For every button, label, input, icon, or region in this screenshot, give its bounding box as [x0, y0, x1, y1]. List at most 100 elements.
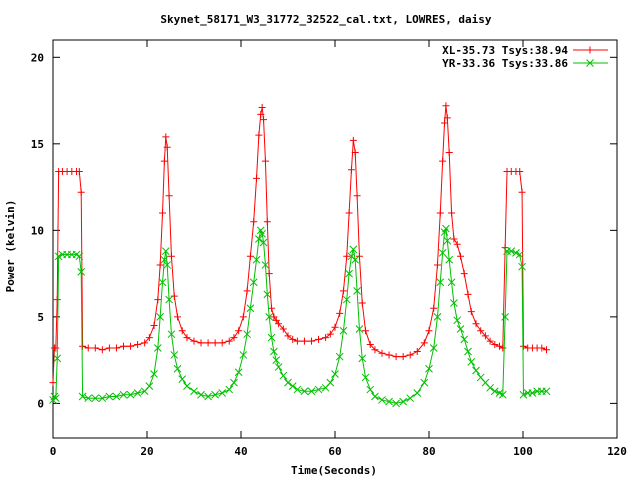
data-point — [211, 390, 220, 399]
data-point — [486, 337, 494, 345]
data-point — [450, 299, 458, 307]
data-point — [145, 334, 153, 342]
data-point — [378, 396, 386, 404]
data-point — [288, 382, 297, 390]
data-point — [371, 392, 379, 401]
data-point — [259, 238, 268, 247]
data-point — [51, 394, 60, 403]
data-point — [161, 247, 170, 255]
data-point — [293, 385, 302, 394]
data-point — [105, 392, 114, 401]
data-point — [258, 103, 266, 111]
data-point — [261, 261, 270, 269]
data-point — [154, 296, 162, 304]
legend-marker — [586, 59, 594, 67]
data-point — [371, 346, 379, 354]
data-point — [255, 131, 263, 139]
data-point — [413, 389, 422, 397]
x-tick-label: 80 — [422, 445, 435, 458]
data-point — [342, 295, 351, 304]
data-point — [498, 390, 507, 399]
data-point — [486, 383, 494, 392]
data-point — [347, 166, 355, 174]
data-point — [156, 261, 164, 269]
data-point — [204, 339, 212, 347]
data-point — [120, 342, 127, 350]
x-tick-label: 100 — [513, 445, 533, 458]
data-point — [351, 148, 359, 156]
data-point — [453, 240, 461, 248]
data-point — [239, 313, 247, 321]
data-point — [349, 136, 357, 144]
data-point — [218, 389, 227, 397]
data-point — [183, 382, 191, 390]
data-point — [127, 342, 135, 350]
plot-frame — [52, 39, 618, 439]
data-point — [501, 313, 509, 321]
data-point — [447, 278, 456, 287]
data-point — [275, 320, 283, 328]
data-point — [190, 387, 198, 396]
axis-ticks: 0 20 40 60 80 100 120 0 5 10 15 20 — [31, 40, 627, 458]
data-point — [355, 325, 364, 333]
data-point — [425, 327, 433, 335]
data-point — [230, 334, 238, 342]
data-point — [516, 168, 524, 176]
data-point — [91, 344, 99, 352]
data-point — [433, 261, 441, 269]
data-point — [79, 342, 87, 350]
data-point — [515, 250, 524, 259]
data-point — [519, 342, 527, 350]
data-point — [442, 224, 450, 233]
data-point — [250, 218, 258, 226]
data-point — [54, 252, 63, 261]
data-point — [406, 394, 415, 403]
data-point — [78, 392, 87, 401]
y-axis-label: Power (kelvin) — [4, 200, 17, 293]
data-point — [467, 308, 475, 316]
data-point — [336, 309, 344, 317]
data-point — [442, 102, 450, 110]
data-point — [543, 346, 550, 354]
data-point — [141, 339, 149, 347]
data-point — [460, 335, 469, 344]
data-point — [441, 119, 449, 127]
data-point — [91, 394, 100, 403]
data-point — [353, 192, 361, 200]
data-point — [170, 351, 179, 359]
data-point — [163, 261, 172, 269]
data-point — [335, 352, 344, 361]
data-point — [284, 378, 292, 387]
data-point — [230, 378, 238, 387]
legend-label: XL-35.73 Tsys:38.94 — [442, 44, 568, 57]
data-point — [258, 229, 267, 238]
data-point — [112, 344, 120, 352]
data-point — [490, 387, 499, 396]
data-point — [178, 327, 186, 335]
data-point — [460, 270, 468, 278]
data-point — [272, 356, 281, 364]
data-point — [477, 327, 485, 335]
data-point — [430, 304, 438, 312]
series-1 — [49, 224, 551, 408]
data-point — [84, 394, 93, 403]
data-point — [392, 353, 400, 361]
data-point — [252, 255, 261, 264]
data-point — [150, 370, 158, 378]
data-point — [339, 326, 348, 335]
data-point — [279, 325, 287, 333]
data-point — [98, 346, 106, 354]
data-point — [160, 255, 169, 264]
data-point — [420, 378, 429, 387]
data-point — [270, 347, 278, 356]
data-point — [197, 390, 205, 399]
data-point — [274, 363, 283, 371]
data-point — [362, 327, 370, 335]
data-point — [112, 392, 121, 401]
data-point — [343, 252, 351, 260]
data-point — [163, 143, 171, 151]
data-point — [443, 236, 452, 245]
data-point — [353, 287, 361, 295]
data-point — [314, 385, 323, 394]
x-tick-label: 40 — [234, 445, 247, 458]
